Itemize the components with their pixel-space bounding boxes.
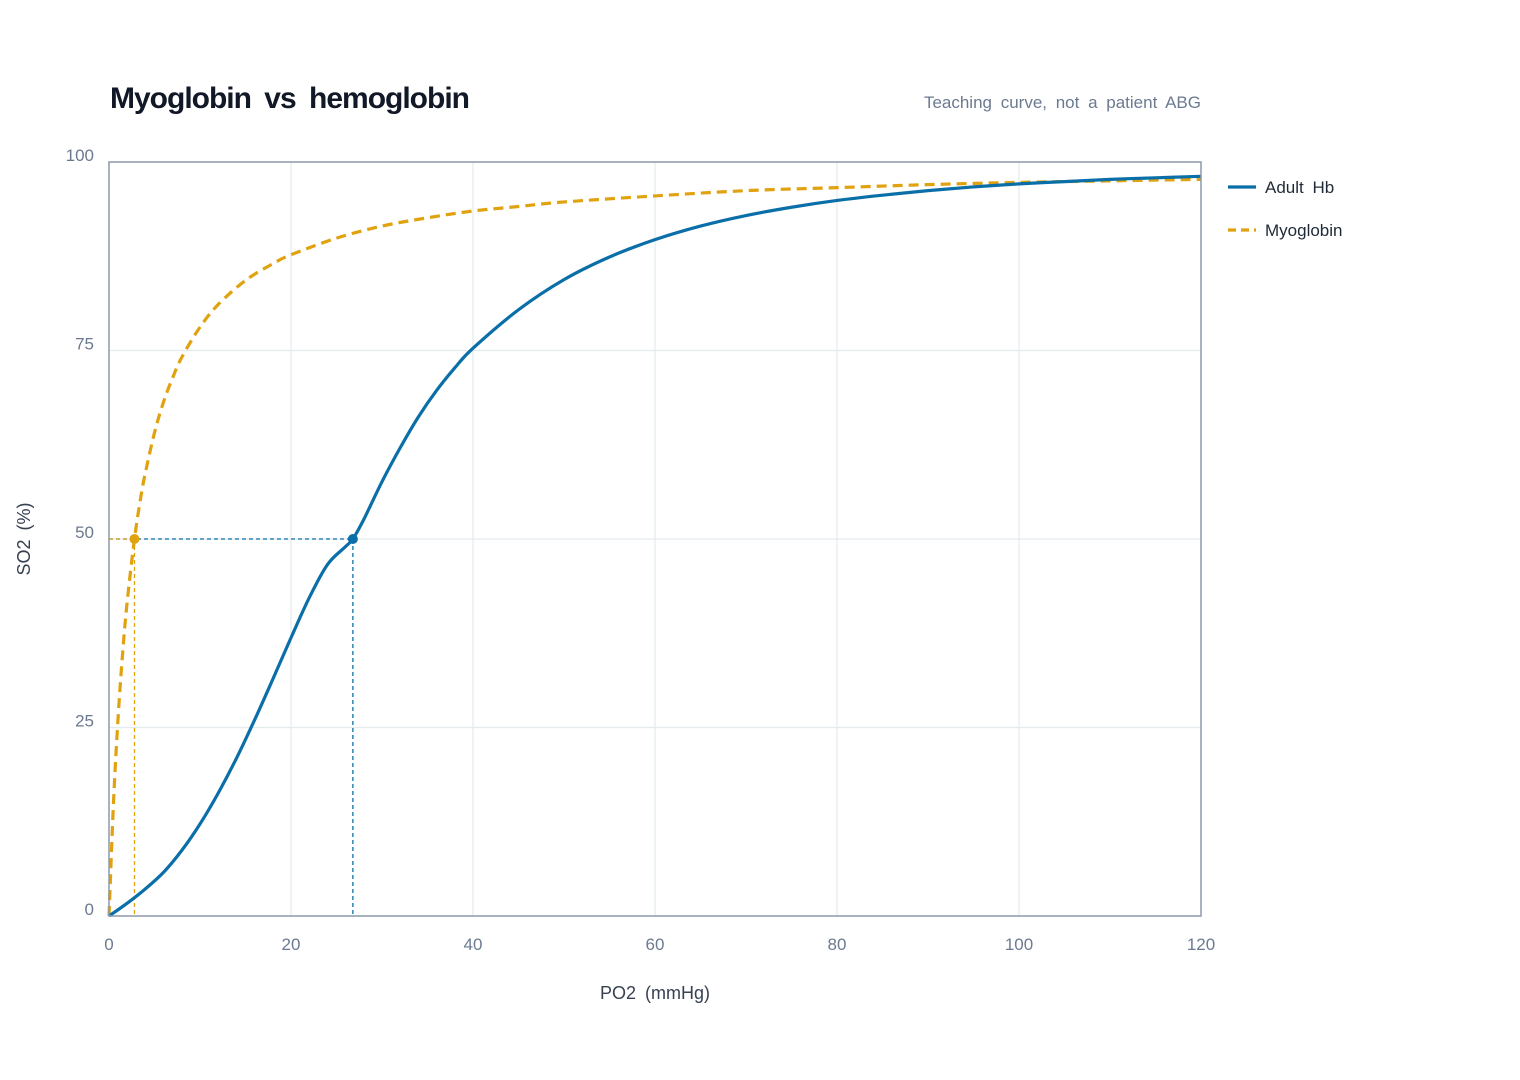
series-lines [107,174,1202,918]
p50-markers [129,534,358,544]
series-line-myoglobin [107,177,1202,917]
x-tick-label: 100 [1005,935,1033,954]
y-tick-label: 25 [75,712,94,731]
x-tick-label: 20 [282,935,301,954]
x-tick-label: 120 [1187,935,1215,954]
y-tick-label: 75 [75,335,94,354]
y-tick-label: 100 [66,146,94,165]
p50-marker-adult-hb [347,534,358,544]
x-axis-label: PO2 (mmHg) [600,983,710,1003]
plot-frame [108,161,1202,917]
chart-title: Myoglobin vs hemoglobin [110,82,469,115]
y-axis-ticks: 0 25 50 75 100 [66,146,94,919]
y-axis-label: SO2 (%) [14,502,34,575]
p50-marker-myoglobin [129,534,140,544]
y-tick-label: 50 [75,523,94,542]
x-tick-label: 0 [104,935,113,954]
legend: Adult Hb Myoglobin [1228,178,1343,240]
x-tick-label: 40 [464,935,483,954]
chart-subtitle: Teaching curve, not a patient ABG [924,93,1201,112]
x-tick-label: 60 [646,935,665,954]
series-line-adult-hb [108,174,1202,918]
legend-label: Adult Hb [1265,178,1334,197]
x-axis-ticks: 0 20 40 60 80 100 120 [104,935,1215,954]
legend-label: Myoglobin [1265,221,1343,240]
y-tick-label: 0 [85,900,94,919]
x-tick-label: 80 [828,935,847,954]
